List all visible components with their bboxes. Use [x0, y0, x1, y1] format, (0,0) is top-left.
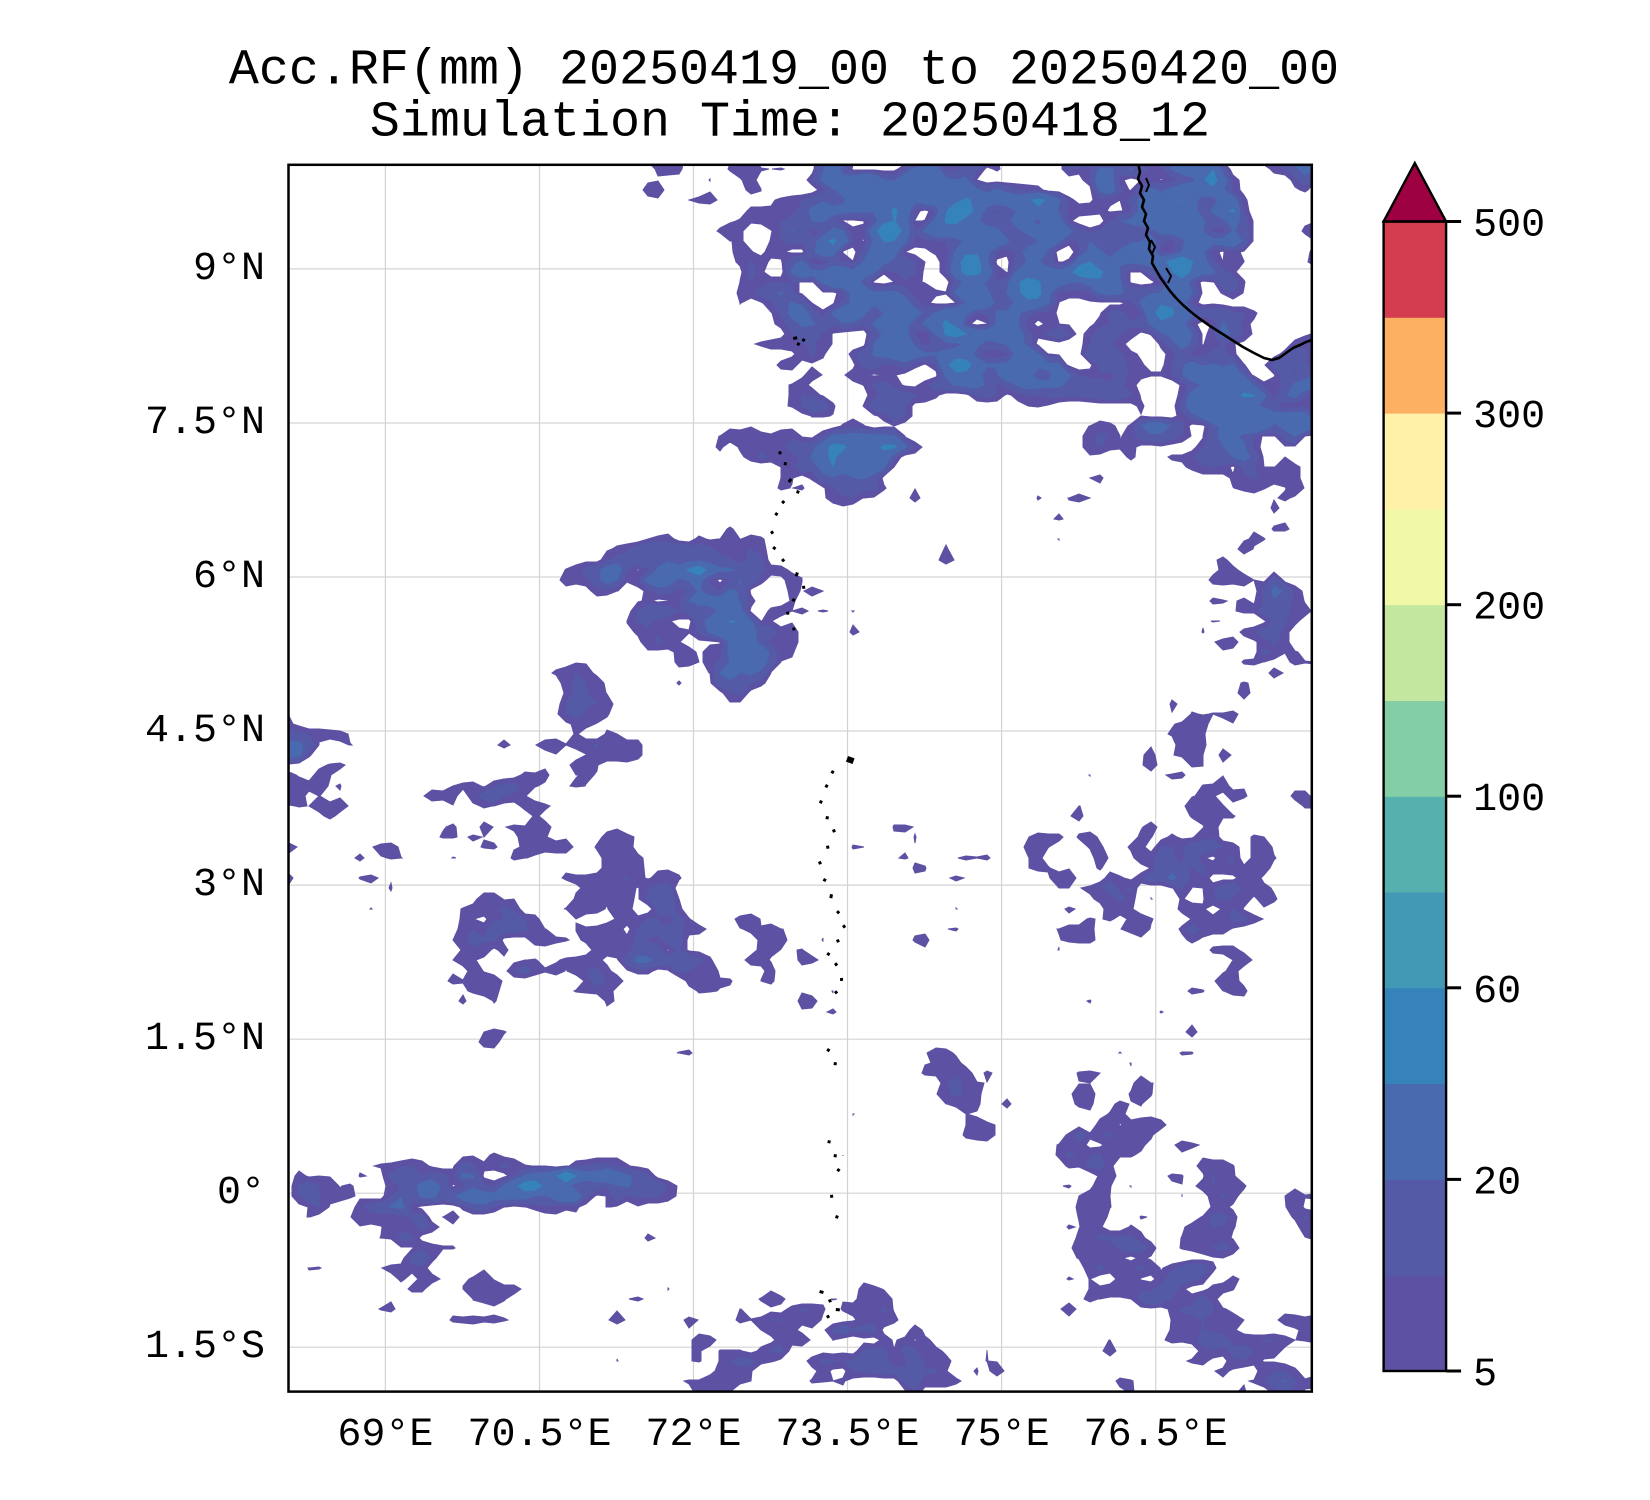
svg-text:72°E: 72°E [645, 1413, 741, 1458]
svg-text:200: 200 [1473, 587, 1545, 632]
svg-text:Simulation Time: 20250418_12: Simulation Time: 20250418_12 [370, 95, 1210, 152]
svg-text:4.5°N: 4.5°N [145, 709, 265, 754]
svg-text:0°: 0° [217, 1171, 265, 1216]
svg-text:6°N: 6°N [193, 555, 265, 600]
svg-text:3°N: 3°N [193, 863, 265, 908]
svg-text:7.5°N: 7.5°N [145, 401, 265, 446]
svg-text:20: 20 [1473, 1161, 1521, 1206]
svg-text:76.5°E: 76.5°E [1084, 1413, 1228, 1458]
svg-text:5: 5 [1473, 1353, 1497, 1398]
svg-text:60: 60 [1473, 970, 1521, 1015]
svg-text:75°E: 75°E [954, 1413, 1050, 1458]
svg-text:70.5°E: 70.5°E [467, 1413, 611, 1458]
svg-text:500: 500 [1473, 204, 1545, 249]
svg-text:9°N: 9°N [193, 247, 265, 292]
svg-text:Acc.RF(mm) 20250419_00 to 2025: Acc.RF(mm) 20250419_00 to 20250420_00 [229, 43, 1339, 100]
svg-text:73.5°E: 73.5°E [775, 1413, 919, 1458]
svg-text:100: 100 [1473, 778, 1545, 823]
svg-text:69°E: 69°E [337, 1413, 433, 1458]
svg-text:1.5°S: 1.5°S [145, 1325, 265, 1370]
svg-text:1.5°N: 1.5°N [145, 1017, 265, 1062]
svg-text:300: 300 [1473, 395, 1545, 440]
